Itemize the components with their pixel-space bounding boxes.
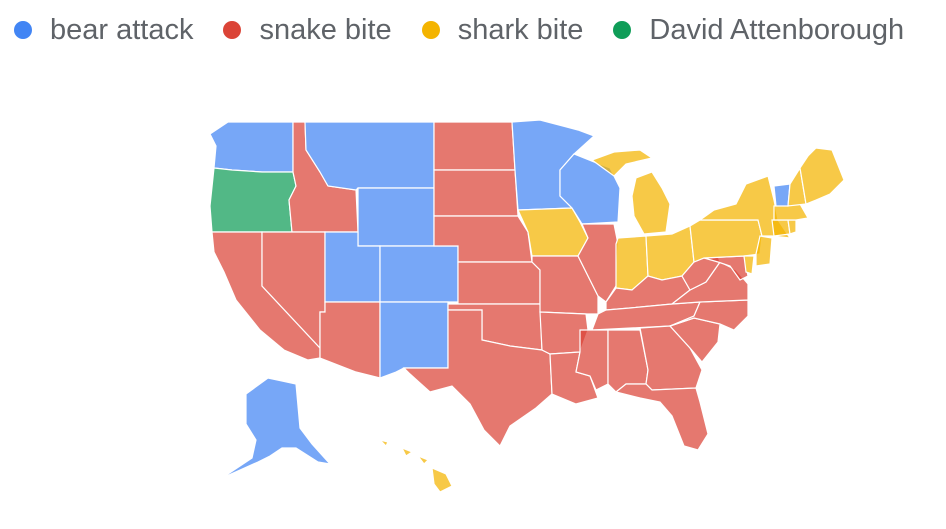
state-ND[interactable] [433,121,516,171]
state-NM[interactable] [379,301,449,379]
state-CT[interactable] [771,219,791,237]
state-VT[interactable] [773,183,791,207]
state-WY[interactable] [357,187,435,247]
state-WA[interactable] [209,121,294,173]
state-TX[interactable] [402,309,553,448]
legend-item-snake-bite[interactable]: snake bite [223,13,392,47]
state-NJ[interactable] [755,235,773,267]
legend-dot-icon [613,21,632,39]
legend-label: shark bite [457,13,584,46]
legend-label: snake bite [259,13,392,46]
state-RI[interactable] [787,219,797,235]
state-OR[interactable] [209,167,297,233]
state-FL[interactable] [614,383,709,451]
legend-label: David Attenborough [649,13,905,46]
legend-dot-icon [421,21,440,39]
state-HI[interactable] [378,438,453,493]
state-MT[interactable] [304,121,435,191]
state-KS[interactable] [457,261,541,305]
state-MI[interactable] [590,149,671,235]
state-CO[interactable] [379,245,459,303]
legend: bear attack snake bite shark bite David … [14,10,904,50]
legend-item-shark-bite[interactable]: shark bite [421,13,584,47]
state-IL[interactable] [577,223,619,303]
state-DE[interactable] [743,255,755,275]
state-WI[interactable] [559,153,621,225]
state-AZ[interactable] [319,301,381,379]
legend-item-david-attenborough[interactable]: David Attenborough [613,14,904,47]
legend-dot-icon [223,21,242,39]
legend-label: bear attack [50,13,194,46]
legend-dot-icon [14,21,32,39]
state-NC[interactable] [669,299,749,331]
legend-item-bear-attack[interactable]: bear attack [14,14,193,47]
state-ME[interactable] [799,147,845,205]
state-SD[interactable] [433,169,519,217]
state-AK[interactable] [221,377,332,479]
